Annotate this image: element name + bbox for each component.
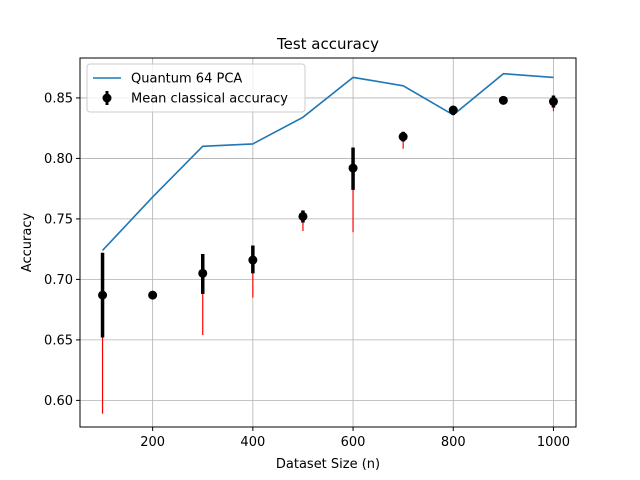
y-tick-label: 0.65 [44, 333, 73, 348]
classical-point [248, 255, 258, 265]
quantum-series-line [101, 72, 554, 251]
y-tick-label: 0.70 [44, 273, 73, 288]
legend-label-quantum: Quantum 64 PCA [131, 72, 242, 87]
y-axis-label: Accuracy [20, 213, 35, 273]
x-tick-label: 200 [140, 435, 165, 450]
y-tick-label: 0.75 [44, 212, 73, 227]
classical-point [548, 97, 558, 107]
y-tick-label: 0.85 [44, 91, 73, 106]
classical-point [348, 163, 358, 173]
classical-point [498, 95, 508, 105]
legend-label-classical: Mean classical accuracy [131, 92, 288, 107]
y-tick-label: 0.80 [44, 152, 73, 167]
plot-frame [79, 57, 577, 428]
x-tick-label: 600 [341, 435, 366, 450]
legend-box [86, 63, 306, 113]
grid [80, 58, 576, 427]
x-axis-label: Dataset Size (n) [276, 457, 380, 472]
x-tick-label: 800 [441, 435, 466, 450]
chart-title: Test accuracy [276, 35, 379, 53]
legend: Quantum 64 PCA Mean classical accuracy [86, 63, 306, 113]
classical-point [198, 268, 208, 278]
classical-point [448, 105, 458, 115]
classical-point [398, 132, 408, 142]
classical-point [298, 211, 308, 221]
ticks: 200 400 600 800 1000 0.60 0.65 0.70 0.75 0.80 0.85 [44, 91, 570, 450]
x-tick-label: 1000 [537, 435, 570, 450]
data-layer [98, 72, 558, 414]
x-tick-label: 400 [240, 435, 265, 450]
classical-point [98, 290, 108, 300]
legend-marker-swatch [102, 93, 112, 103]
classical-point [148, 290, 158, 300]
y-tick-label: 0.60 [44, 394, 73, 409]
